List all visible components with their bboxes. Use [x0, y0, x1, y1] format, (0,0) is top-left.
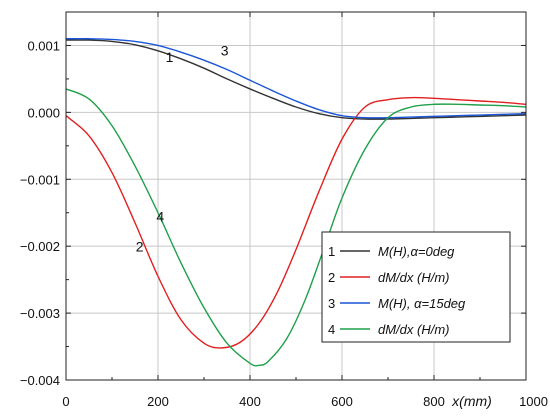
y-tick-label: −0.001 [20, 172, 60, 187]
y-tick-label: −0.003 [20, 306, 60, 321]
legend-label-4: dM/dx (H/m) [378, 322, 450, 337]
axis-ticks: 0 200 400 600 800 1000 −0.004 −0.003 −0.002 −0.00… [20, 12, 548, 409]
x-tick-label: 600 [331, 394, 353, 409]
legend-number-4: 4 [328, 322, 335, 337]
x-tick-label: 1000 [519, 394, 548, 409]
legend-number-1: 1 [328, 244, 335, 259]
series-line-1 [65, 39, 527, 120]
series-line-4 [65, 88, 527, 367]
y-tick-label: 0.000 [27, 105, 60, 120]
curve-annotations: 1 3 24 [136, 42, 229, 254]
x-axis-label: x(mm) [451, 393, 492, 409]
series-line-2 [65, 96, 527, 349]
curve-label-1: 1 [166, 49, 174, 65]
x-tick-label: 200 [147, 394, 169, 409]
y-tick-label: −0.002 [20, 239, 60, 254]
legend-label-1: M(H),α=0deg [378, 244, 455, 259]
legend-number-3: 3 [328, 296, 335, 311]
x-tick-label: 800 [423, 394, 445, 409]
x-tick-label: 400 [239, 394, 261, 409]
series-line-3 [65, 38, 527, 119]
y-tick-label: 0.001 [27, 38, 60, 53]
legend-label-2: dM/dx (H/m) [378, 270, 450, 285]
curve-label-4: 4 [156, 208, 164, 224]
legend: 1 M(H),α=0deg 2 dM/dx (H/m) 3 M(H), α=15deg 4 d… [321, 231, 511, 343]
legend-label-3: M(H), α=15deg [378, 296, 466, 311]
series-lines [65, 38, 527, 367]
x-tick-label: 0 [62, 394, 69, 409]
y-tick-label: −0.004 [20, 373, 60, 388]
curve-label-2: 2 [136, 239, 144, 255]
curve-label-3: 3 [221, 42, 229, 58]
legend-number-2: 2 [328, 270, 335, 285]
